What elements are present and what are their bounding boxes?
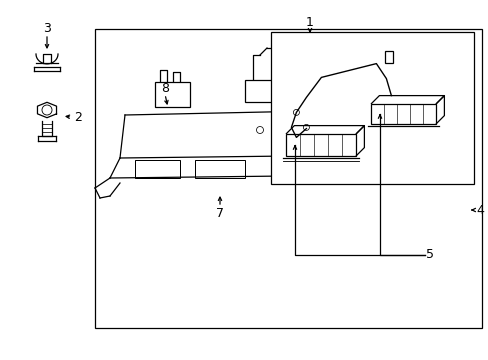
Text: 3: 3 [43,22,51,35]
Bar [370,104,435,123]
Bar [385,51,392,63]
Bar [155,82,190,107]
Text: 8: 8 [161,81,169,95]
Text: 6: 6 [366,166,373,180]
Bar [271,32,473,184]
Bar [95,29,481,328]
Bar [244,80,305,102]
Text: 7: 7 [216,207,224,220]
Bar [286,134,356,156]
Text: 2: 2 [74,111,82,123]
Bar [195,160,244,178]
Text: 5: 5 [425,248,433,261]
Text: 4: 4 [475,203,483,216]
Text: 1: 1 [305,15,313,28]
Bar [135,160,180,178]
